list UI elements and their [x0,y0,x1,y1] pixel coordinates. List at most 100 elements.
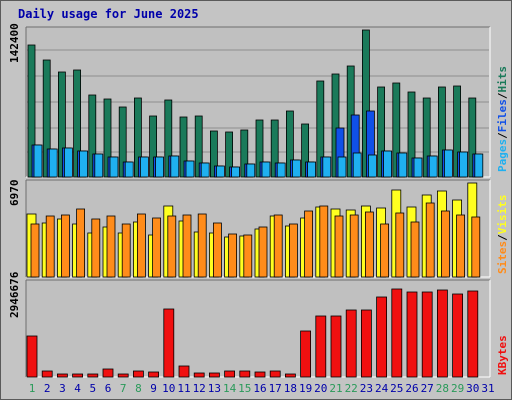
sites-bar [212,222,222,278]
hits-bar [209,130,218,178]
kbytes-bar [254,371,266,378]
hits-bar [149,115,158,178]
pages-bar [474,153,484,178]
pages-bar [383,150,393,178]
sites-bar [182,214,192,278]
sites-bar [76,208,85,278]
pages-files-hits-legend-part: / [496,132,509,139]
sites-bar [152,217,162,278]
kbytes-legend: KBytes [496,335,509,375]
kbytes-bar [224,370,236,378]
pages-bar [428,155,438,178]
kbytes-bar [421,291,433,378]
pages-bar [261,161,271,178]
kbytes-bar [41,370,53,378]
visits-max-label: 6970 [8,180,21,207]
hits-bar [103,98,112,178]
chart-title: Daily usage for June 2025 [18,7,199,21]
kbytes-bar [406,291,418,378]
pages-bar [139,156,149,178]
kbytes-bar [148,371,160,378]
day-label: 18 [284,382,297,395]
pages-bar [200,162,210,178]
hits-bar [42,59,51,178]
day-label: 10 [162,382,175,395]
pages-bar [459,151,469,178]
pages-bar [170,155,180,178]
kbytes-bar [117,373,129,378]
day-label: 3 [59,382,66,395]
pages-bar [94,153,104,178]
sites-bar [304,210,314,278]
day-label: 22 [345,382,358,395]
day-label: 14 [223,382,237,395]
kbytes-max-label: 2946676 [8,271,21,318]
pages-bar [155,156,165,178]
sites-bar [380,223,390,278]
pages-bar [215,165,225,178]
hits-bar [73,69,81,178]
hits-bar [133,97,142,178]
hits-bar [422,97,431,178]
day-label: 19 [299,382,312,395]
kbytes-bar [391,288,403,378]
day-label: 1 [29,382,36,395]
pages-files-hits-legend-part: Hits [496,66,509,93]
kbytes-bar [345,309,357,378]
day-label: 20 [314,382,327,395]
day-label: 8 [135,382,142,395]
day-label: 25 [390,382,403,395]
kbytes-bar [330,315,342,378]
pages-bar [398,152,408,178]
kbytes-bar [72,373,83,378]
hits-bar [331,73,340,178]
day-label: 9 [150,382,157,395]
kbytes-bar [178,365,190,378]
sites-bar [136,213,146,278]
kbytes-bar [57,373,68,378]
pages-files-hits-legend: Pages/Files/Hits [496,66,509,172]
day-label: 24 [375,382,389,395]
pages-bar [185,160,195,178]
pages-bar [33,144,43,178]
sites-bar [440,210,450,278]
hits-bar [316,80,325,178]
hits-max-label: 142400 [8,23,21,63]
pages-bar [246,163,256,178]
kbytes-bar [360,309,372,378]
pages-bar [367,154,377,178]
sites-visits-legend-part: Sites [496,241,509,274]
sites-bar [395,212,405,278]
sites-bar [121,223,131,278]
hits-bar [270,119,279,178]
hits-bar [468,97,477,178]
hits-bar [255,119,264,178]
sites-bar [471,216,481,278]
kbytes-bar [163,308,175,378]
sites-bar [45,215,55,278]
day-label: 27 [421,382,434,395]
hits-bar [240,129,249,178]
hits-bar [453,85,462,178]
kbytes-bar [102,368,114,378]
day-label: 29 [451,382,464,395]
day-label: 5 [89,382,96,395]
sites-bar [349,214,359,278]
day-label: 6 [105,382,112,395]
sites-bar [258,226,268,278]
day-label: 23 [360,382,373,395]
sites-bar [456,214,466,278]
sites-bar [30,223,40,278]
pages-bar [337,156,347,178]
hits-bar [407,91,416,178]
day-label: 12 [193,382,206,395]
kbytes-bar [452,293,464,378]
kbytes-bar [436,289,448,378]
kbytes-bar [467,290,479,378]
kbytes-bar [284,373,296,378]
day-label: 13 [208,382,221,395]
pages-files-hits-legend-part: / [496,92,509,99]
day-label: 26 [405,382,418,395]
kbytes-legend-part: KBytes [496,335,509,375]
